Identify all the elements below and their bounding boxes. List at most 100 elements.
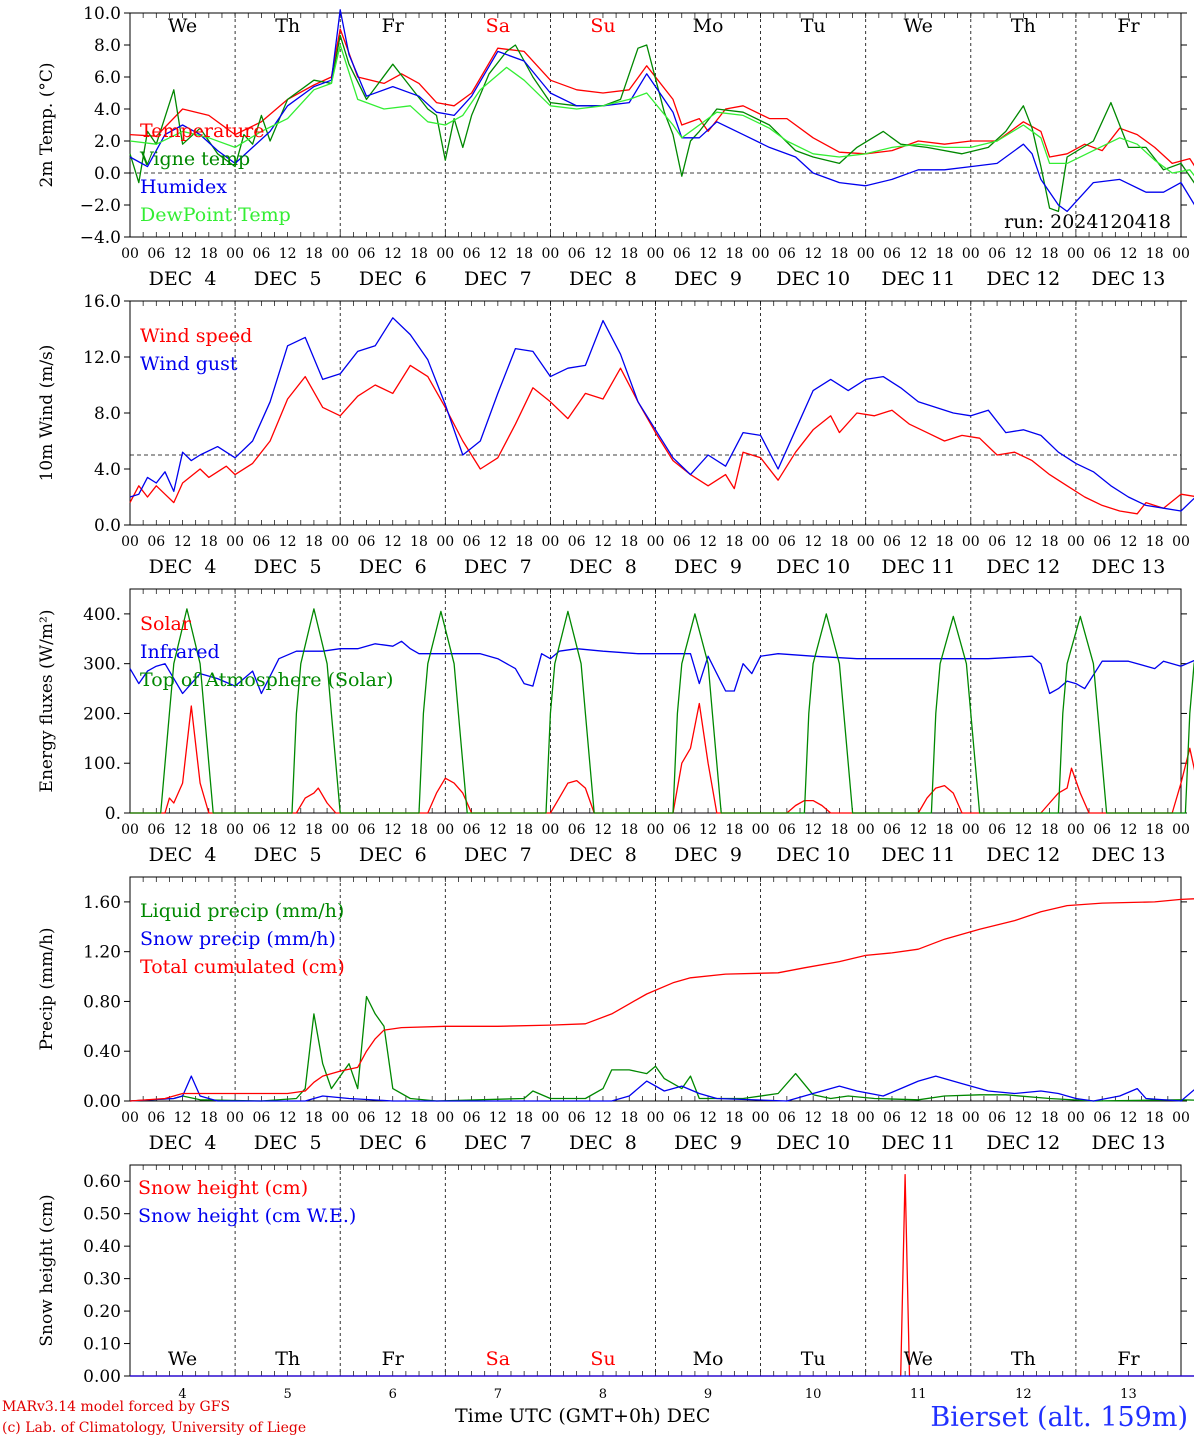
hour-label: 00 [962,246,980,262]
hour-label: 00 [541,1110,559,1126]
date-label: DEC 5 [254,556,322,578]
day-number-label: 4 [178,1387,186,1402]
hour-label: 06 [463,1110,481,1126]
hour-label: 00 [752,534,770,550]
y-tick-label: 200. [83,704,121,724]
hour-label: 06 [883,1110,901,1126]
hour-label: 00 [436,246,454,262]
y-tick-label: 0.10 [83,1335,121,1355]
weekday-label: Mo [693,15,724,37]
legend-entry: Top of Atmosphere (Solar) [140,669,393,691]
date-label: DEC 13 [1092,268,1166,290]
hour-label: 06 [673,246,691,262]
hour-label: 18 [410,1110,428,1126]
y-axis-label: 2m Temp. (°C) [37,62,57,187]
y-tick-label: 400. [83,605,121,625]
lab-credit: (c) Lab. of Climatology, University of L… [2,1420,307,1436]
hour-label: 06 [673,534,691,550]
hour-label: 18 [1041,1110,1059,1126]
hour-label: 12 [594,1110,612,1126]
hour-label: 06 [673,822,691,838]
weekday-label: We [904,15,933,37]
hour-label: 18 [305,822,323,838]
hour-label: 18 [305,534,323,550]
date-label: DEC 7 [464,1132,532,1154]
legend-entry: DewPoint Temp [140,204,291,226]
hour-label: 06 [988,534,1006,550]
series-line-liquid-precip-mm-h- [129,995,1194,1102]
date-label: DEC 5 [254,268,322,290]
date-label: DEC 8 [569,268,637,290]
hour-label: 00 [331,534,349,550]
hour-label: 18 [936,822,954,838]
hour-label: 00 [1172,822,1190,838]
hour-label: 00 [331,1110,349,1126]
hour-label: 00 [647,534,665,550]
hour-label: 00 [121,534,139,550]
hour-label: 00 [331,246,349,262]
series-line-total-cumulated-cm- [129,898,1194,1102]
hour-label: 00 [1067,1110,1085,1126]
hour-label: 12 [804,822,822,838]
hour-label: 00 [647,822,665,838]
y-tick-label: 0.20 [83,1302,121,1322]
day-number-label: 7 [494,1387,502,1402]
date-label: DEC 12 [986,268,1060,290]
hour-label: 18 [200,822,218,838]
day-number-label: 5 [284,1387,292,1402]
date-label: DEC 5 [254,844,322,866]
hour-label: 06 [358,534,376,550]
hour-label: 18 [1041,534,1059,550]
hour-label: 12 [384,246,402,262]
hour-label: 06 [1093,822,1111,838]
hour-label: 12 [909,822,927,838]
date-label: DEC 12 [986,844,1060,866]
hour-label: 06 [568,246,586,262]
date-label: DEC 9 [674,844,742,866]
hour-label: 00 [121,822,139,838]
plot-frame [129,588,1182,814]
legend-entry: Snow precip (mm/h) [140,928,336,950]
series-line-wind-gust [129,317,1194,512]
hour-label: 18 [725,534,743,550]
date-label: DEC 11 [881,268,955,290]
hour-label: 12 [909,1110,927,1126]
hour-label: 06 [358,246,376,262]
hour-label: 00 [541,822,559,838]
hour-label: 06 [463,246,481,262]
y-tick-label: 0. [105,804,121,824]
hour-label: 06 [1093,1110,1111,1126]
hour-label: 00 [541,246,559,262]
hour-label: 06 [568,822,586,838]
hour-label: 06 [358,1110,376,1126]
hour-label: 12 [384,534,402,550]
date-label: DEC 12 [986,556,1060,578]
y-tick-label: 0.60 [83,1172,121,1192]
hour-label: 12 [174,534,192,550]
y-tick-label: 0.50 [83,1205,121,1225]
hour-label: 18 [936,534,954,550]
panel-2 [124,300,1194,526]
weekday-label: Tu [801,1348,826,1370]
hour-label: 00 [752,822,770,838]
y-tick-label: 4.0 [94,460,121,480]
hour-label: 00 [436,1110,454,1126]
hour-label: 18 [1146,246,1164,262]
date-label: DEC 6 [359,268,427,290]
day-number-label: 12 [1015,1387,1032,1402]
hour-label: 12 [489,534,507,550]
hour-label: 18 [936,1110,954,1126]
date-label: DEC 8 [569,556,637,578]
hour-label: 18 [936,246,954,262]
y-tick-label: −4.0 [80,228,121,248]
hour-label: 06 [778,822,796,838]
y-tick-label: 0.80 [83,992,121,1012]
hour-label: 00 [1172,1110,1190,1126]
series-line-snow-precip-mm-h- [129,1075,1194,1102]
hour-label: 00 [857,1110,875,1126]
legend-entry: Vigne temp [139,148,250,170]
y-tick-label: 8.0 [94,36,121,56]
weekday-label: We [904,1348,933,1370]
date-label: DEC 4 [149,1132,217,1154]
hour-label: 00 [121,1110,139,1126]
